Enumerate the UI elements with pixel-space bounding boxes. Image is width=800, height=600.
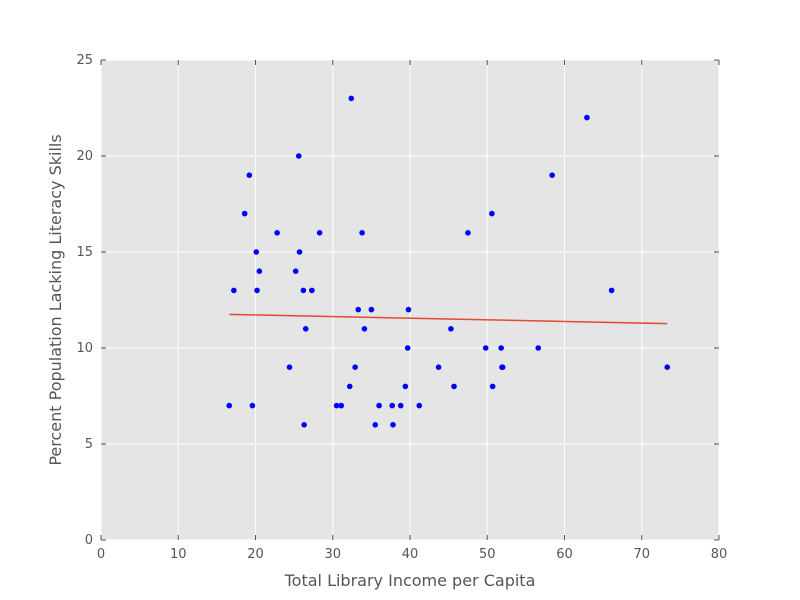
data-point (499, 364, 506, 371)
trend-line-layer (229, 313, 668, 325)
data-point (300, 287, 307, 294)
data-points (226, 95, 671, 428)
x-tick-label: 80 (711, 547, 728, 562)
y-tick-label: 0 (85, 533, 93, 548)
data-point (256, 268, 263, 275)
x-axis-label: Total Library Income per Capita (284, 571, 536, 590)
x-tick-label: 0 (97, 547, 105, 562)
data-point (584, 114, 590, 121)
tick-labels: 0 10 20 30 40 50 60 70 80 0 5 10 15 20 25 (76, 53, 727, 562)
y-tick-label: 25 (76, 53, 93, 68)
data-point (338, 402, 345, 409)
data-point (231, 287, 237, 294)
data-point (226, 402, 233, 409)
x-tick-label: 20 (247, 547, 264, 562)
data-point (608, 287, 615, 294)
data-point (348, 95, 355, 102)
data-point (316, 230, 323, 236)
axis-ticks (100, 59, 720, 541)
data-point (254, 287, 260, 294)
data-point (301, 422, 307, 428)
data-point (489, 210, 495, 217)
y-tick-label: 5 (85, 437, 93, 452)
data-point (435, 364, 442, 371)
data-point (416, 402, 423, 409)
data-point (465, 230, 471, 236)
data-point (359, 230, 365, 236)
data-point (405, 306, 412, 313)
x-tick-label: 10 (170, 547, 187, 562)
data-point (372, 422, 379, 428)
data-point (549, 172, 555, 178)
data-point (295, 153, 302, 159)
data-point (404, 345, 411, 351)
trend-line (229, 313, 668, 325)
data-point (346, 383, 353, 390)
y-tick-label: 15 (76, 245, 93, 260)
data-point (249, 402, 256, 409)
data-point (352, 364, 358, 371)
data-point (292, 268, 299, 275)
data-point (253, 249, 260, 255)
y-tick-label: 10 (76, 341, 93, 356)
data-point (286, 364, 293, 371)
data-point (302, 326, 309, 332)
data-point (389, 402, 396, 409)
x-tick-label: 40 (402, 547, 419, 562)
data-point (361, 326, 368, 332)
data-point (355, 306, 362, 313)
y-tick-label: 20 (76, 149, 93, 164)
data-point (296, 249, 303, 255)
data-point (482, 345, 489, 351)
x-tick-label: 70 (633, 547, 650, 562)
data-point (376, 402, 382, 409)
x-tick-label: 60 (556, 547, 573, 562)
data-point (274, 230, 280, 236)
data-point (309, 287, 315, 294)
data-point (390, 422, 396, 428)
data-point (448, 326, 454, 332)
data-point (498, 345, 504, 351)
data-point (489, 383, 496, 390)
data-point (402, 383, 409, 390)
data-point (368, 306, 375, 313)
data-point (397, 402, 404, 409)
data-point (333, 402, 340, 409)
data-point (451, 383, 457, 390)
data-point (535, 345, 542, 351)
x-tick-label: 50 (479, 547, 496, 562)
data-point (664, 364, 671, 371)
data-point (246, 172, 253, 178)
y-axis-label: Percent Population Lacking Literacy Skil… (46, 134, 65, 465)
data-point (241, 210, 248, 217)
x-tick-label: 30 (324, 547, 341, 562)
